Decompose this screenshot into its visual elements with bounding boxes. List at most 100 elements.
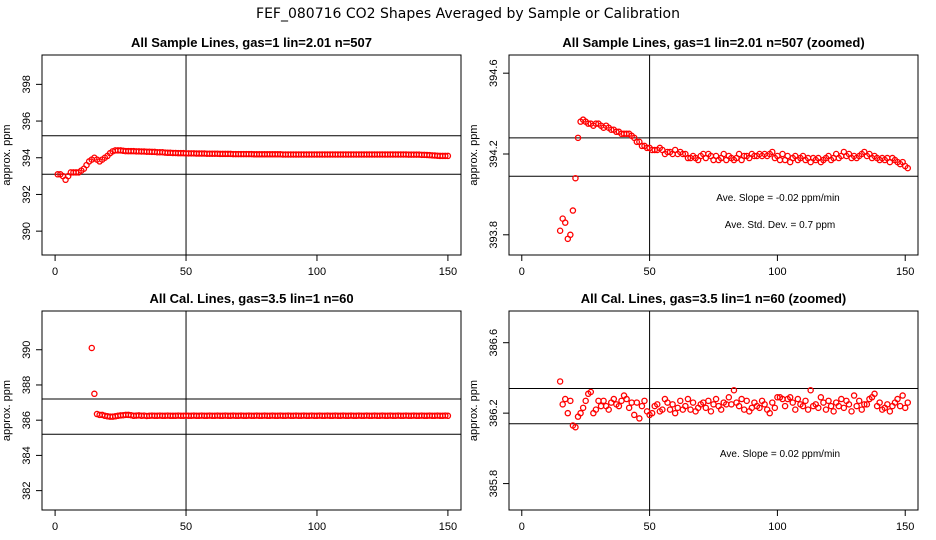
- data-point: [569, 207, 577, 214]
- x-tick-label: 100: [308, 521, 326, 533]
- data-point: [904, 164, 912, 172]
- data-point: [615, 402, 623, 410]
- data-point: [740, 406, 748, 413]
- data-point: [725, 394, 733, 401]
- data-point: [638, 402, 646, 410]
- data-point: [855, 397, 863, 405]
- data-point: [827, 402, 835, 410]
- data-point: [631, 411, 638, 419]
- data-point: [702, 404, 710, 412]
- data-point: [659, 406, 666, 413]
- data-point: [669, 401, 676, 408]
- data-point: [556, 378, 564, 385]
- data-point: [838, 395, 845, 403]
- data-point: [899, 392, 906, 399]
- data-point: [735, 150, 743, 158]
- annotation-text: Ave. Slope = 0.02 ppm/min: [720, 449, 840, 460]
- data-point: [636, 415, 643, 422]
- plot-frame: [41, 54, 462, 256]
- data-point: [610, 395, 618, 403]
- data-point: [689, 399, 697, 406]
- data-point: [730, 386, 738, 394]
- data-point: [600, 397, 607, 405]
- data-point: [871, 390, 878, 398]
- data-point: [577, 409, 584, 417]
- x-tick-label: 0: [519, 521, 525, 533]
- data-point: [88, 344, 96, 352]
- data-point: [641, 397, 648, 405]
- data-point: [901, 404, 909, 412]
- data-point: [574, 134, 582, 142]
- y-tick-label: 384: [21, 446, 33, 464]
- data-point: [769, 399, 776, 406]
- data-point: [684, 395, 692, 403]
- data-point: [444, 412, 452, 420]
- data-point: [858, 406, 866, 413]
- x-tick-label: 0: [519, 266, 525, 278]
- data-point: [556, 227, 564, 235]
- data-point: [572, 174, 579, 182]
- data-point: [91, 390, 98, 398]
- data-point: [769, 148, 776, 156]
- y-tick-label: 386: [21, 411, 33, 429]
- x-tick-label: 0: [52, 266, 58, 278]
- x-tick-label: 50: [643, 521, 655, 533]
- chart-panel-1: All Sample Lines, gas=1 lin=2.01 n=507 0 5…: [1, 35, 462, 278]
- y-axis-label: approx. ppm: [468, 380, 480, 441]
- data-point: [579, 404, 587, 412]
- x-tick-label: 150: [896, 266, 914, 278]
- data-point: [679, 150, 687, 158]
- data-point: [633, 138, 641, 146]
- data-point: [559, 401, 566, 408]
- data-point: [771, 404, 779, 412]
- y-tick-label: 390: [21, 222, 33, 240]
- annotation-text: Ave. Slope = -0.02 ppm/min: [716, 193, 840, 204]
- y-tick-label: 382: [21, 481, 33, 499]
- plot-frame: [508, 54, 919, 256]
- data-point: [845, 401, 853, 408]
- panel-title: All Cal. Lines, gas=3.5 lin=1 n=60: [149, 291, 353, 306]
- y-axis-label: approx. ppm: [468, 124, 480, 185]
- data-point: [779, 150, 786, 158]
- data-point: [756, 404, 763, 412]
- plot-frame: [41, 310, 462, 511]
- data-point: [761, 401, 768, 408]
- panel-title: All Sample Lines, gas=1 lin=2.01 n=507 (…: [562, 35, 864, 50]
- data-point: [743, 397, 750, 405]
- y-tick-label: 398: [21, 75, 33, 93]
- data-point: [822, 406, 830, 413]
- data-point: [786, 394, 794, 401]
- data-point: [735, 402, 743, 410]
- data-point: [671, 409, 679, 417]
- x-tick-label: 100: [768, 521, 786, 533]
- data-point: [597, 402, 605, 410]
- data-point: [863, 401, 871, 408]
- y-axis-label: approx. ppm: [1, 124, 13, 185]
- y-tick-label: 392: [21, 185, 33, 203]
- data-point: [894, 395, 901, 403]
- y-tick-label: 394.2: [488, 140, 500, 168]
- data-point: [564, 409, 572, 417]
- annotation-text: Ave. Std. Dev. = 0.7 ppm: [725, 220, 836, 231]
- data-point: [623, 395, 630, 403]
- data-point: [799, 402, 807, 410]
- chart-panel-3: All Cal. Lines, gas=3.5 lin=1 n=60 0 50 100…: [1, 291, 462, 533]
- x-tick-label: 50: [180, 521, 192, 533]
- data-point: [595, 397, 602, 405]
- data-point: [817, 394, 825, 401]
- data-point: [830, 408, 837, 415]
- data-point: [789, 399, 796, 406]
- x-tick-label: 150: [896, 521, 914, 533]
- x-tick-label: 50: [180, 266, 192, 278]
- x-tick-label: 100: [308, 266, 326, 278]
- data-point: [886, 408, 894, 415]
- data-point: [815, 404, 822, 412]
- data-point: [738, 395, 745, 403]
- data-point: [794, 395, 802, 403]
- x-tick-label: 150: [439, 266, 457, 278]
- data-point: [705, 397, 712, 405]
- data-point: [728, 401, 735, 408]
- data-point: [850, 392, 858, 399]
- data-point: [633, 399, 641, 406]
